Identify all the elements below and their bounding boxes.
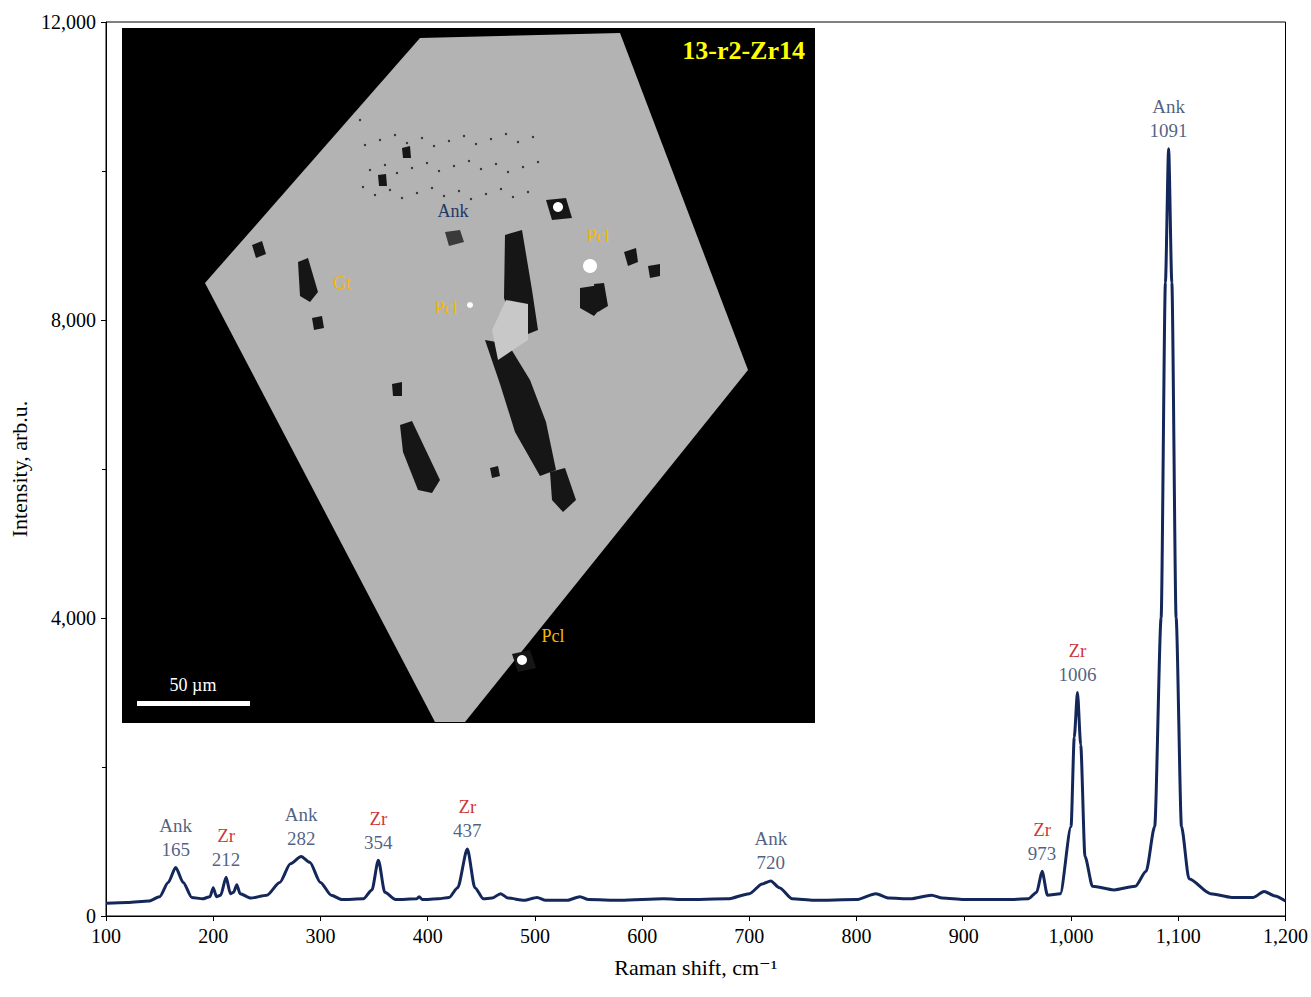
svg-text:8,000: 8,000	[51, 309, 96, 331]
svg-text:Zr: Zr	[1033, 819, 1052, 840]
svg-text:Ank: Ank	[1152, 96, 1185, 117]
svg-text:800: 800	[842, 925, 872, 947]
svg-text:13-r2-Zr14: 13-r2-Zr14	[682, 36, 805, 65]
svg-text:437: 437	[453, 820, 482, 841]
svg-text:Ank: Ank	[438, 201, 469, 221]
svg-text:212: 212	[212, 849, 241, 870]
svg-text:165: 165	[161, 839, 190, 860]
svg-text:Intensity, arb.u.: Intensity, arb.u.	[7, 401, 32, 538]
svg-text:900: 900	[949, 925, 979, 947]
svg-text:400: 400	[413, 925, 443, 947]
svg-text:Gt: Gt	[333, 273, 351, 293]
svg-text:500: 500	[520, 925, 550, 947]
svg-text:Pcl: Pcl	[434, 298, 457, 318]
svg-text:4,000: 4,000	[51, 607, 96, 629]
svg-text:0: 0	[86, 905, 96, 927]
svg-text:Ank: Ank	[159, 815, 192, 836]
svg-text:Zr: Zr	[1069, 640, 1088, 661]
svg-text:Zr: Zr	[217, 825, 236, 846]
svg-text:Raman shift, cm⁻¹: Raman shift, cm⁻¹	[614, 955, 777, 980]
svg-text:700: 700	[734, 925, 764, 947]
svg-text:12,000: 12,000	[41, 11, 96, 33]
svg-text:Ank: Ank	[285, 804, 318, 825]
svg-text:50 µm: 50 µm	[170, 675, 217, 695]
svg-text:600: 600	[627, 925, 657, 947]
svg-text:Pcl: Pcl	[586, 226, 609, 246]
svg-text:720: 720	[757, 852, 786, 873]
svg-text:354: 354	[364, 832, 393, 853]
svg-text:1,200: 1,200	[1263, 925, 1308, 947]
svg-text:1091: 1091	[1150, 120, 1188, 141]
svg-text:Zr: Zr	[369, 808, 388, 829]
svg-text:Ank: Ank	[754, 828, 787, 849]
svg-text:1,000: 1,000	[1049, 925, 1094, 947]
svg-text:200: 200	[198, 925, 228, 947]
svg-text:1,100: 1,100	[1156, 925, 1201, 947]
svg-text:100: 100	[91, 925, 121, 947]
svg-text:Zr: Zr	[458, 796, 477, 817]
svg-text:Pcl: Pcl	[541, 626, 564, 646]
svg-text:282: 282	[287, 828, 316, 849]
svg-text:1006: 1006	[1058, 664, 1096, 685]
svg-text:973: 973	[1028, 843, 1057, 864]
svg-text:300: 300	[305, 925, 335, 947]
